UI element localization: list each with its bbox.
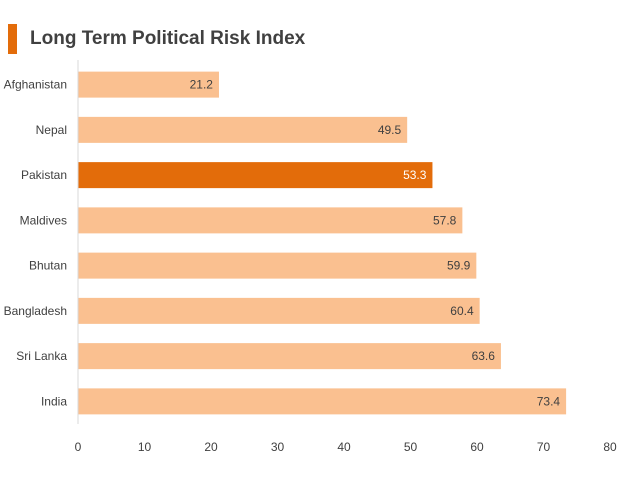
x-tick-label: 60 — [470, 440, 484, 454]
title-accent-bar — [8, 24, 17, 54]
bar-value-label: 21.2 — [190, 78, 214, 92]
bar-bangladesh — [78, 297, 480, 324]
category-label: India — [41, 394, 67, 408]
bar-value-label: 59.9 — [447, 259, 471, 273]
x-tick-label: 20 — [204, 440, 218, 454]
chart-title: Long Term Political Risk Index — [30, 28, 306, 49]
bar-india — [78, 388, 567, 415]
bar-value-label: 63.6 — [472, 349, 496, 363]
bar-value-label: 53.3 — [403, 168, 427, 182]
bar-value-label: 60.4 — [450, 304, 474, 318]
bar-sri-lanka — [78, 343, 501, 370]
bar-maldives — [78, 207, 463, 234]
category-label: Maldives — [20, 213, 67, 227]
x-tick-label: 80 — [603, 440, 617, 454]
x-tick-label: 0 — [75, 440, 82, 454]
x-tick-label: 50 — [404, 440, 418, 454]
category-label: Nepal — [36, 123, 67, 137]
bar-value-label: 49.5 — [378, 123, 402, 137]
x-tick-label: 10 — [138, 440, 152, 454]
bar-afghanistan — [78, 71, 219, 98]
bar-nepal — [78, 116, 408, 143]
category-label: Afghanistan — [4, 78, 67, 92]
bar-value-label: 73.4 — [537, 394, 561, 408]
x-tick-label: 30 — [271, 440, 285, 454]
bar-pakistan — [78, 162, 433, 189]
x-tick-label: 70 — [537, 440, 551, 454]
category-label: Sri Lanka — [16, 349, 67, 363]
bar-value-label: 57.8 — [433, 213, 457, 227]
category-label: Pakistan — [21, 168, 67, 182]
category-label: Bangladesh — [4, 304, 67, 318]
bar-bhutan — [78, 252, 477, 279]
category-label: Bhutan — [29, 259, 67, 273]
x-tick-label: 40 — [337, 440, 351, 454]
